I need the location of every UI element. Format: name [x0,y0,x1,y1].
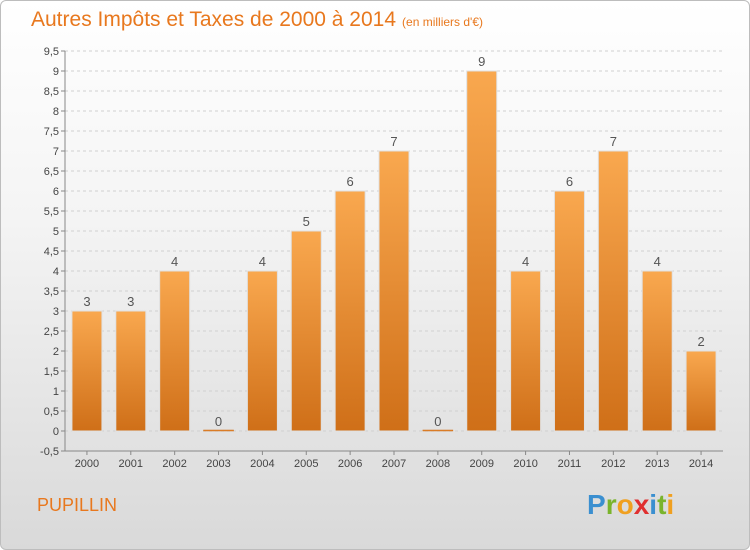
data-label-2005: 5 [303,214,310,229]
proxiti-logo[interactable]: Proxiti [587,489,674,521]
y-tick-label: 0 [53,426,59,438]
y-tick-label: 6,5 [44,166,59,178]
x-tick-label: 2008 [426,458,450,470]
data-label-2001: 3 [127,294,134,309]
bar-2000 [71,310,103,432]
x-tick-label: 2013 [645,458,669,470]
data-label-2011: 6 [566,174,573,189]
data-label-2009: 9 [478,54,485,69]
bar-2009 [466,70,498,432]
logo-letter: x [633,489,650,520]
bar-2004 [246,270,278,432]
data-label-2002: 4 [171,254,178,269]
y-tick-label: 8 [53,106,59,118]
y-tick-label: 4,5 [44,246,59,258]
logo-letter: o [616,489,634,520]
y-tick-label: 2 [53,346,59,358]
data-label-2007: 7 [390,134,397,149]
y-tick-label: 2,5 [44,326,59,338]
bar-2013 [641,270,673,432]
data-label-2014: 2 [697,334,704,349]
y-axis-ticks: -0,5 0 0,5 1 1,5 2 2,5 3 3,5 4 4,5 5 5,5 6 6,5 7 7,5 8 8,5… [40,46,65,458]
bar-2002 [159,270,191,432]
x-tick-label: 2012 [601,458,625,470]
logo-letter: i [666,489,675,520]
bars [71,70,717,432]
bar-2001 [115,310,147,432]
y-tick-label: 9,5 [44,46,59,58]
data-label-2000: 3 [83,294,90,309]
x-tick-label: 2007 [382,458,406,470]
data-label-2004: 4 [259,254,266,269]
bar-2007 [378,150,410,432]
y-tick-label: 1 [53,386,59,398]
x-tick-label: 2001 [119,458,143,470]
x-tick-label: 2006 [338,458,362,470]
y-tick-label: 3,5 [44,286,59,298]
logo-letter: P [587,489,606,520]
y-tick-label: 6 [53,186,59,198]
bar-2012 [597,150,629,432]
bar-2005 [290,230,322,432]
bar-2006 [334,190,366,432]
bar-2003 [203,429,234,432]
data-label-2012: 7 [610,134,617,149]
bar-2008 [422,429,454,432]
y-tick-label: 5 [53,226,59,238]
x-tick-label: 2014 [689,458,713,470]
chart-subtitle: (en milliers d'€) [402,15,484,29]
y-tick-label: 8,5 [44,86,59,98]
y-tick-label: 5,5 [44,206,59,218]
data-label-2003: 0 [215,414,222,429]
data-label-2010: 4 [522,254,529,269]
bar-2014 [685,350,717,432]
x-tick-label: 2002 [162,458,186,470]
y-tick-label: 9 [53,66,59,78]
x-tick-label: 2010 [513,458,537,470]
y-tick-label: 4 [53,266,59,278]
logo-letter: r [605,489,617,520]
y-tick-label: 1,5 [44,366,59,378]
x-tick-label: 2009 [469,458,493,470]
x-tick-label: 2000 [75,458,99,470]
commune-name: PUPILLIN [37,495,118,515]
data-label-2013: 4 [654,254,661,269]
x-axis-ticks: 2000 2001 2002 2003 2004 2005 2006 2007 2008 2009… [75,451,713,470]
x-tick-label: 2011 [558,458,582,470]
y-tick-label: -0,5 [40,446,59,458]
y-tick-label: 7 [53,146,59,158]
data-label-2006: 6 [347,174,354,189]
x-tick-label: 2005 [294,458,318,470]
y-tick-label: 3 [53,306,59,318]
logo-letter: i [649,489,658,520]
x-tick-label: 2004 [250,458,274,470]
y-tick-label: 7,5 [44,126,59,138]
data-labels: 3 3 4 0 4 5 6 7 0 9 4 6 7 4 2 [83,54,704,429]
bar-2011 [553,190,585,432]
data-label-2008: 0 [434,414,441,429]
bar-2010 [510,270,542,432]
chart-title: Autres Impôts et Taxes de 2000 à 2014 (en… [31,8,483,32]
x-tick-label: 2003 [206,458,230,470]
y-tick-label: 0,5 [44,406,59,418]
chart-title-text: Autres Impôts et Taxes de 2000 à 2014 [31,8,397,31]
logo-letter: t [657,489,667,520]
